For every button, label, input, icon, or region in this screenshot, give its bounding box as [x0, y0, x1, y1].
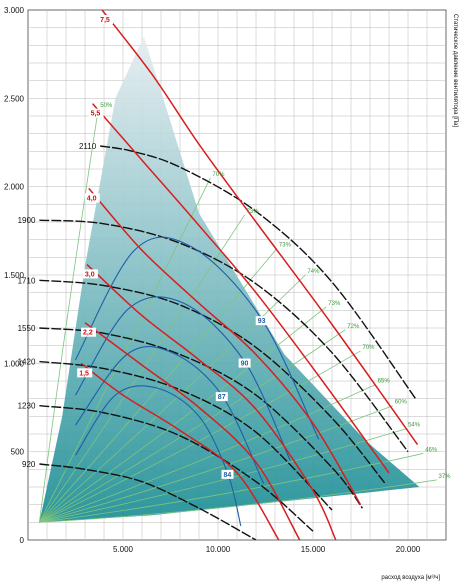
power-label-box — [88, 108, 104, 118]
efficiency-ray — [39, 214, 245, 523]
efficiency-ray-label: 70% — [212, 172, 225, 178]
power-curve-label: 3,0 — [85, 271, 95, 278]
efficiency-label-box — [255, 316, 268, 326]
efficiency-curve — [75, 346, 265, 484]
y-tick-label: 2.500 — [4, 94, 25, 103]
efficiency-ray — [39, 428, 407, 523]
speed-curve — [100, 145, 417, 400]
efficiency-ray — [39, 405, 393, 523]
efficiency-ray-label: 73% — [247, 209, 260, 215]
power-curve-label: 2,2 — [83, 330, 93, 337]
y-tick-label: 1.000 — [4, 359, 25, 368]
efficiency-ray-label: 37% — [439, 474, 452, 480]
efficiency-label-box — [238, 358, 251, 368]
efficiency-curve-label: 90 — [241, 361, 249, 368]
efficiency-ray-label: 60% — [395, 400, 408, 406]
y-tick-label: 2.000 — [4, 183, 25, 192]
efficiency-ray-label: 46% — [425, 447, 438, 453]
power-curve — [88, 187, 362, 506]
power-curves — [80, 10, 419, 540]
efficiency-ray — [39, 384, 376, 523]
axis-ticks: 5.000 10.000 15.000 20.000 0 500 1.000 1.500 2.0… — [4, 6, 421, 554]
speed-curve-label: 1420 — [18, 358, 36, 367]
x-tick-label: 20.000 — [396, 545, 421, 554]
y-tick-label: 500 — [11, 448, 25, 457]
efficiency-curve-label: 87 — [218, 394, 226, 401]
x-tick-label: 15.000 — [301, 545, 326, 554]
power-curve — [86, 263, 337, 540]
power-curve-label: 7,5 — [100, 17, 110, 24]
power-curve — [92, 103, 390, 474]
efficiency-ray-label: 73% — [279, 243, 292, 249]
efficiency-ray-label: 70% — [363, 345, 376, 351]
y-tick-label: 3.000 — [4, 6, 25, 15]
power-curve — [84, 322, 301, 540]
efficiency-curve — [75, 296, 291, 461]
efficiency-ray-label: 50% — [100, 103, 113, 109]
power-label-box — [84, 193, 100, 203]
curve-labels: 50% 70% 73% 73% 74% 73% 72% 70% 65% 60% 54% 46% 37% 9… — [18, 15, 452, 480]
efficiency-ray — [39, 306, 327, 523]
efficiency-ray-label: 73% — [328, 301, 341, 307]
efficiency-ray-label: 54% — [408, 423, 421, 429]
speed-curve-label: 1230 — [18, 402, 36, 411]
power-curve-label: 1,5 — [79, 370, 89, 377]
x-axis-label: расход воздуха [м³/ч] — [381, 575, 440, 581]
operating-envelope — [39, 36, 420, 523]
efficiency-label-box — [221, 469, 234, 479]
efficiency-ray — [39, 108, 99, 523]
speed-curve — [39, 360, 333, 511]
speed-curve — [39, 463, 257, 540]
envelope-area — [39, 36, 420, 523]
power-label-box — [77, 368, 93, 378]
y-axis-label: Статическое давление вентилятора [Па] — [452, 14, 458, 128]
efficiency-ray-label: 65% — [378, 379, 391, 385]
speed-curve — [39, 405, 314, 532]
power-label-box — [98, 15, 114, 24]
efficiency-curve-label: 84 — [224, 472, 232, 479]
efficiency-ray — [39, 248, 278, 523]
y-tick-label: 1.500 — [4, 271, 25, 280]
speed-curve-label: 2110 — [79, 142, 97, 151]
x-tick-label: 10.000 — [206, 545, 231, 554]
efficiency-ray — [39, 479, 437, 523]
speed-curve-label: 1710 — [18, 276, 36, 285]
power-label-box — [81, 327, 96, 337]
efficiency-ray-label: 72% — [347, 324, 360, 330]
efficiency-curve-label: 93 — [258, 318, 266, 325]
power-curve — [101, 10, 419, 446]
speed-curve — [39, 219, 409, 453]
speed-curve-label: 920 — [22, 460, 36, 469]
speed-curve — [39, 327, 363, 509]
efficiency-ray — [39, 177, 211, 523]
efficiency-label-box — [215, 392, 228, 402]
speed-curve-label: 1550 — [18, 324, 36, 333]
power-curve-label: 5,5 — [91, 111, 101, 118]
power-curve — [80, 362, 280, 540]
efficiency-ray — [39, 453, 424, 523]
speed-curve-label: 1900 — [18, 216, 36, 225]
efficiency-ray-label: 74% — [307, 269, 320, 275]
x-tick-label: 5.000 — [113, 545, 134, 554]
y-tick-label: 0 — [20, 536, 25, 545]
power-label-box — [82, 269, 98, 279]
power-curve-label: 4,0 — [87, 195, 97, 202]
efficiency-ray — [39, 329, 346, 523]
